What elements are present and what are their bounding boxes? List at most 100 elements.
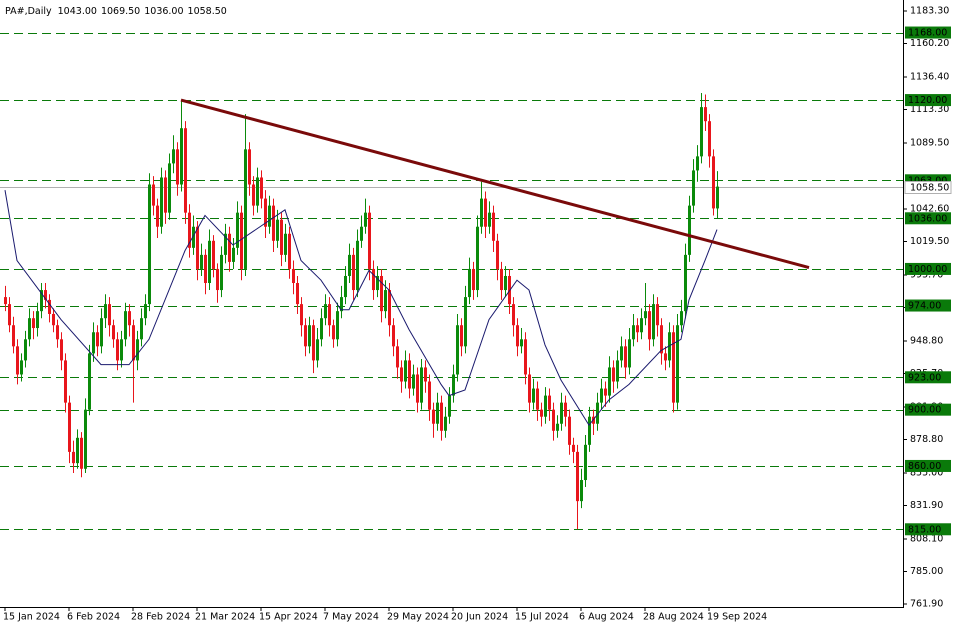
candle-body	[132, 325, 135, 361]
candle-body	[24, 339, 27, 361]
candle-body	[596, 402, 599, 424]
candle-body	[496, 240, 499, 269]
candle-body	[544, 395, 547, 417]
candle-body	[384, 290, 387, 312]
level-label-box	[905, 26, 951, 39]
level-label: 815.00	[908, 524, 941, 535]
candle-body	[160, 177, 163, 227]
candle-body	[260, 177, 263, 199]
candle-body	[300, 304, 303, 326]
candle-body	[352, 254, 355, 291]
candle-body	[672, 332, 675, 403]
candle-body	[476, 226, 479, 291]
candle-body	[656, 304, 659, 326]
candle-body	[60, 339, 63, 361]
candle-body	[40, 290, 43, 312]
candle-body	[676, 325, 679, 403]
candle-body	[584, 444, 587, 481]
candle-body	[632, 325, 635, 340]
candle-body	[100, 318, 103, 347]
x-tick-label: 28 Feb 2024	[131, 612, 190, 623]
candle-body	[396, 346, 399, 368]
candle-body	[328, 304, 331, 326]
candle-body	[288, 233, 291, 269]
candle-body	[204, 254, 207, 284]
candle-body	[420, 367, 423, 403]
candle-body	[468, 268, 471, 298]
candle-body	[504, 275, 507, 291]
candle-body	[440, 402, 443, 431]
level-label-box	[905, 459, 951, 472]
level-label: 1000.00	[908, 264, 947, 275]
x-tick-label: 6 Feb 2024	[67, 612, 120, 623]
candle-body	[600, 388, 603, 403]
candle-body	[236, 212, 239, 248]
candle-body	[404, 360, 407, 382]
candle-body	[36, 311, 39, 329]
candle-body	[264, 198, 267, 227]
candle-body	[244, 149, 247, 269]
level-label: 1036.00	[908, 213, 947, 224]
candle-body	[308, 325, 311, 347]
candle-body	[276, 219, 279, 241]
candle-body	[516, 325, 519, 347]
x-tick-label: 15 Apr 2024	[259, 612, 318, 623]
candle-body	[708, 121, 711, 157]
candle-body	[76, 437, 79, 464]
x-tick-label: 20 Jun 2024	[451, 612, 508, 623]
level-label: 923.00	[908, 372, 941, 383]
candle-body	[332, 325, 335, 340]
candle-body	[364, 212, 367, 227]
y-tick-label: 1089.50	[910, 137, 949, 148]
candle-body	[716, 186, 719, 209]
candle-body	[140, 318, 143, 340]
candle-body	[128, 311, 131, 326]
candle-body	[116, 339, 119, 361]
candle-body	[316, 339, 319, 361]
candle-body	[224, 233, 227, 255]
candle-body	[552, 409, 555, 431]
y-tick-label: 1136.40	[910, 71, 949, 82]
candle-body	[152, 184, 155, 206]
candle-body	[648, 311, 651, 340]
candle-body	[608, 367, 611, 396]
candle-body	[240, 212, 243, 269]
x-tick-label: 19 Sep 2024	[707, 612, 767, 623]
candle-body	[564, 402, 567, 417]
candle-body	[4, 297, 7, 305]
candle-body	[464, 297, 467, 347]
candle-body	[164, 177, 167, 213]
candle-body	[488, 212, 491, 227]
symbol: PA#,Daily	[5, 6, 52, 17]
level-label-box	[905, 299, 951, 312]
candle-body	[184, 128, 187, 213]
y-tick-label: 831.90	[910, 500, 943, 511]
candle-body	[652, 304, 655, 340]
candle-body	[268, 205, 271, 227]
candle-body	[220, 254, 223, 291]
candle-body	[44, 290, 47, 300]
candle-body	[336, 311, 339, 340]
candle-body	[172, 149, 175, 164]
candle-body	[68, 402, 71, 452]
candle-body	[712, 156, 715, 209]
candle-body	[428, 381, 431, 410]
candle-body	[500, 268, 503, 291]
candle-body	[456, 325, 459, 375]
candle-body	[372, 268, 375, 291]
candle-body	[412, 374, 415, 389]
candle-body	[32, 318, 35, 329]
candle-body	[12, 325, 15, 347]
level-label-box	[905, 94, 951, 107]
x-tick-label: 21 Mar 2024	[195, 612, 255, 623]
candle-body	[620, 346, 623, 361]
y-tick-label: 878.80	[910, 434, 943, 445]
candle-body	[684, 254, 687, 312]
candle-body	[16, 346, 19, 375]
moving-average	[4, 190, 718, 427]
candle-body	[176, 149, 179, 185]
candle-body	[108, 304, 111, 326]
candle-body	[192, 226, 195, 248]
